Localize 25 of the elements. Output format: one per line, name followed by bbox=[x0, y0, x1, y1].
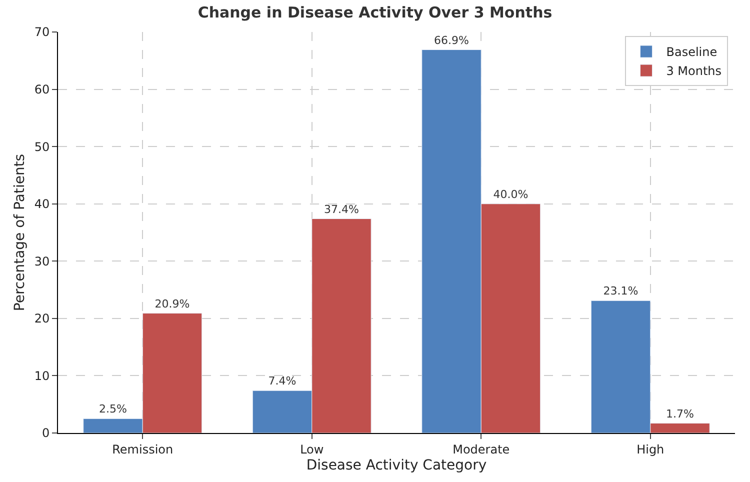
data-label: 66.9% bbox=[434, 34, 469, 47]
data-label: 2.5% bbox=[99, 402, 127, 416]
y-tick-label: 60 bbox=[34, 82, 50, 96]
data-label: 37.4% bbox=[324, 202, 359, 216]
y-tick-label: 50 bbox=[34, 140, 50, 154]
x-tick-label: Low bbox=[300, 442, 324, 456]
legend-label: Baseline bbox=[666, 45, 718, 60]
y-tick-label: 70 bbox=[34, 25, 50, 40]
y-axis-title: Percentage of Patients bbox=[12, 154, 28, 312]
y-tick-label: 0 bbox=[42, 426, 50, 440]
chart-title: Change in Disease Activity Over 3 Months bbox=[198, 4, 552, 22]
x-axis-title: Disease Activity Category bbox=[306, 458, 487, 474]
x-tick-label: Moderate bbox=[452, 442, 510, 456]
data-label: 7.4% bbox=[268, 374, 296, 388]
x-tick-label: High bbox=[636, 442, 664, 456]
x-tick-label: Remission bbox=[112, 442, 174, 456]
legend-label: 3 Months bbox=[666, 64, 722, 78]
data-label: 40.0% bbox=[493, 188, 528, 201]
y-tick-label: 30 bbox=[34, 254, 50, 268]
data-label: 1.7% bbox=[666, 407, 694, 420]
data-label: 20.9% bbox=[154, 297, 190, 310]
y-tick-label: 10 bbox=[34, 368, 50, 383]
y-tick-label: 20 bbox=[34, 312, 50, 326]
y-tick-label: 40 bbox=[34, 197, 50, 212]
data-label: 23.1% bbox=[603, 284, 638, 298]
